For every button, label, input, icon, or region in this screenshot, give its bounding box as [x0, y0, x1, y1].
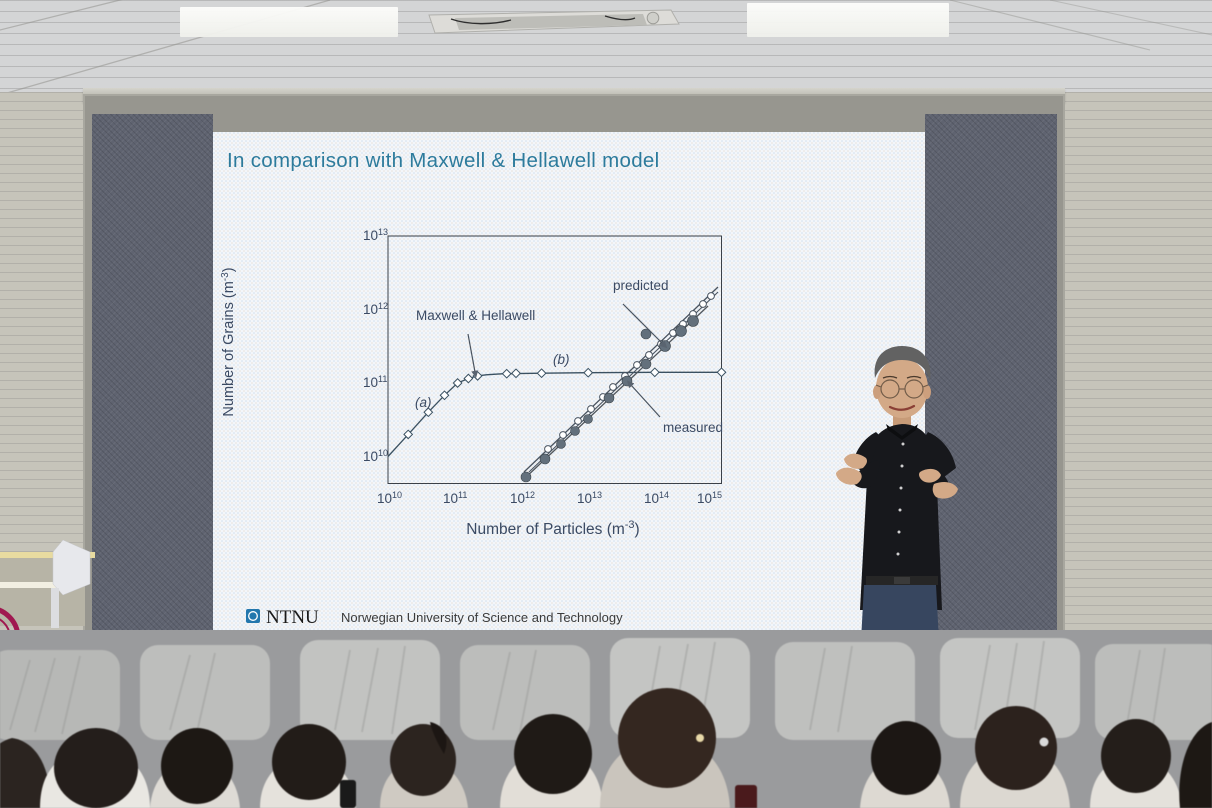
svg-text:1011: 1011	[443, 490, 467, 506]
svg-text:1010: 1010	[363, 448, 388, 464]
svg-text:Norwegian University of Scienc: Norwegian University of Science and Tech…	[341, 610, 623, 625]
svg-text:1011: 1011	[363, 374, 387, 390]
svg-text:1014: 1014	[644, 490, 669, 506]
svg-text:1010: 1010	[377, 490, 402, 506]
svg-text:predicted: predicted	[613, 278, 669, 293]
svg-text:NTNU: NTNU	[266, 607, 319, 628]
svg-text:Maxwell & Hellawell: Maxwell & Hellawell	[416, 308, 535, 323]
svg-text:1012: 1012	[510, 490, 535, 506]
svg-text:1012: 1012	[363, 301, 388, 317]
svg-text:1013: 1013	[577, 490, 602, 506]
svg-text:Number of Particles (m-3): Number of Particles (m-3)	[466, 519, 639, 538]
svg-text:Number of Grains (m-3): Number of Grains (m-3)	[220, 267, 238, 416]
svg-text:measured: measured	[663, 420, 723, 435]
svg-text:1013: 1013	[363, 227, 388, 243]
svg-text:(a): (a)	[415, 395, 432, 410]
svg-text:(b): (b)	[553, 352, 570, 367]
svg-text:1015: 1015	[697, 490, 722, 506]
